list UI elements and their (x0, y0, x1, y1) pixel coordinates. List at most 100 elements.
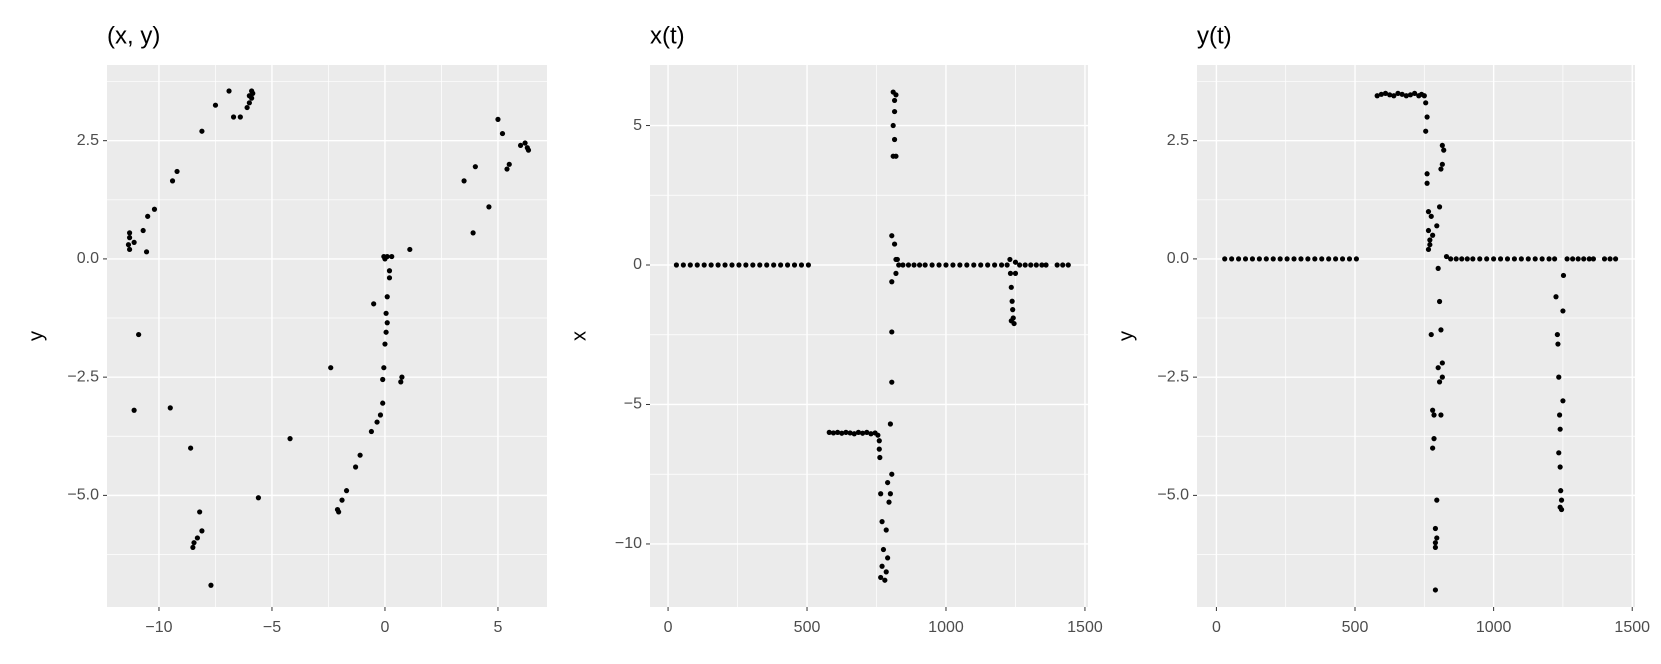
point (887, 491, 893, 497)
point (517, 142, 524, 149)
y-tick-label: 0 (633, 256, 642, 273)
point (1284, 256, 1290, 262)
point (486, 204, 492, 210)
point (246, 100, 252, 106)
point (399, 374, 405, 380)
y-axis-title: y (1115, 331, 1137, 341)
point (386, 268, 393, 274)
point (174, 168, 180, 175)
point (1431, 412, 1437, 418)
point (889, 329, 895, 335)
point (1436, 298, 1443, 305)
point (1033, 262, 1039, 268)
point (1612, 256, 1619, 262)
point (343, 488, 350, 494)
chart-title: y(t) (1197, 22, 1232, 49)
point (506, 161, 512, 167)
point (208, 582, 214, 588)
point (1270, 256, 1276, 262)
point (1607, 256, 1613, 262)
point (1558, 497, 1565, 503)
point (1391, 93, 1397, 99)
point (1556, 412, 1563, 418)
point (784, 262, 791, 268)
point (889, 379, 895, 385)
point (1556, 374, 1562, 380)
point (1378, 91, 1384, 97)
point (798, 262, 805, 268)
point (461, 178, 467, 184)
point (143, 249, 150, 255)
point (855, 429, 862, 435)
point (1424, 114, 1430, 120)
point (398, 379, 404, 385)
point (998, 262, 1005, 268)
point (736, 262, 742, 268)
point (843, 429, 849, 435)
point (891, 241, 898, 247)
plot-background (650, 65, 1088, 607)
point (1399, 91, 1405, 97)
point (1425, 246, 1432, 253)
point (886, 499, 892, 505)
point (673, 262, 680, 268)
point (715, 262, 721, 268)
point (1249, 256, 1256, 262)
point (188, 445, 194, 451)
point (1477, 256, 1483, 262)
point (1560, 398, 1566, 404)
panel: 0 500 1000 1500 −10 −5 0 5 x(t) x (568, 22, 1103, 636)
point (525, 147, 532, 153)
point (864, 429, 870, 435)
point (1009, 298, 1015, 304)
point (472, 164, 478, 170)
point (381, 365, 387, 371)
point (834, 429, 841, 435)
point (1424, 171, 1430, 177)
point (495, 116, 501, 122)
point (826, 429, 832, 435)
point (1586, 256, 1592, 262)
chart-title: x(t) (650, 22, 685, 49)
point (140, 227, 146, 234)
point (167, 405, 173, 411)
point (889, 279, 895, 285)
point (876, 446, 882, 452)
point (1581, 256, 1587, 262)
point (1256, 256, 1262, 262)
point (1004, 262, 1010, 268)
point (255, 495, 262, 501)
point (1557, 504, 1563, 510)
point (1439, 142, 1445, 149)
point (978, 262, 984, 268)
point (470, 230, 476, 236)
point (1407, 92, 1414, 98)
point (1430, 407, 1436, 413)
point (1291, 256, 1297, 262)
point (384, 294, 390, 300)
point (877, 454, 883, 461)
point (1387, 92, 1393, 98)
point (1424, 180, 1430, 186)
x-tick-label: 0 (381, 619, 390, 636)
point (1560, 272, 1567, 279)
point (1007, 256, 1013, 263)
point (352, 464, 359, 470)
point (380, 400, 386, 406)
point (1539, 256, 1545, 262)
y-tick-label: −10 (615, 535, 642, 552)
point (1439, 360, 1445, 366)
point (499, 130, 506, 137)
point (522, 140, 528, 146)
point (1427, 237, 1433, 243)
point (916, 262, 923, 268)
point (911, 262, 917, 268)
point (1436, 379, 1443, 385)
point (722, 262, 728, 268)
point (847, 430, 853, 436)
point (374, 419, 380, 425)
point (1434, 535, 1440, 541)
point (1518, 256, 1524, 262)
